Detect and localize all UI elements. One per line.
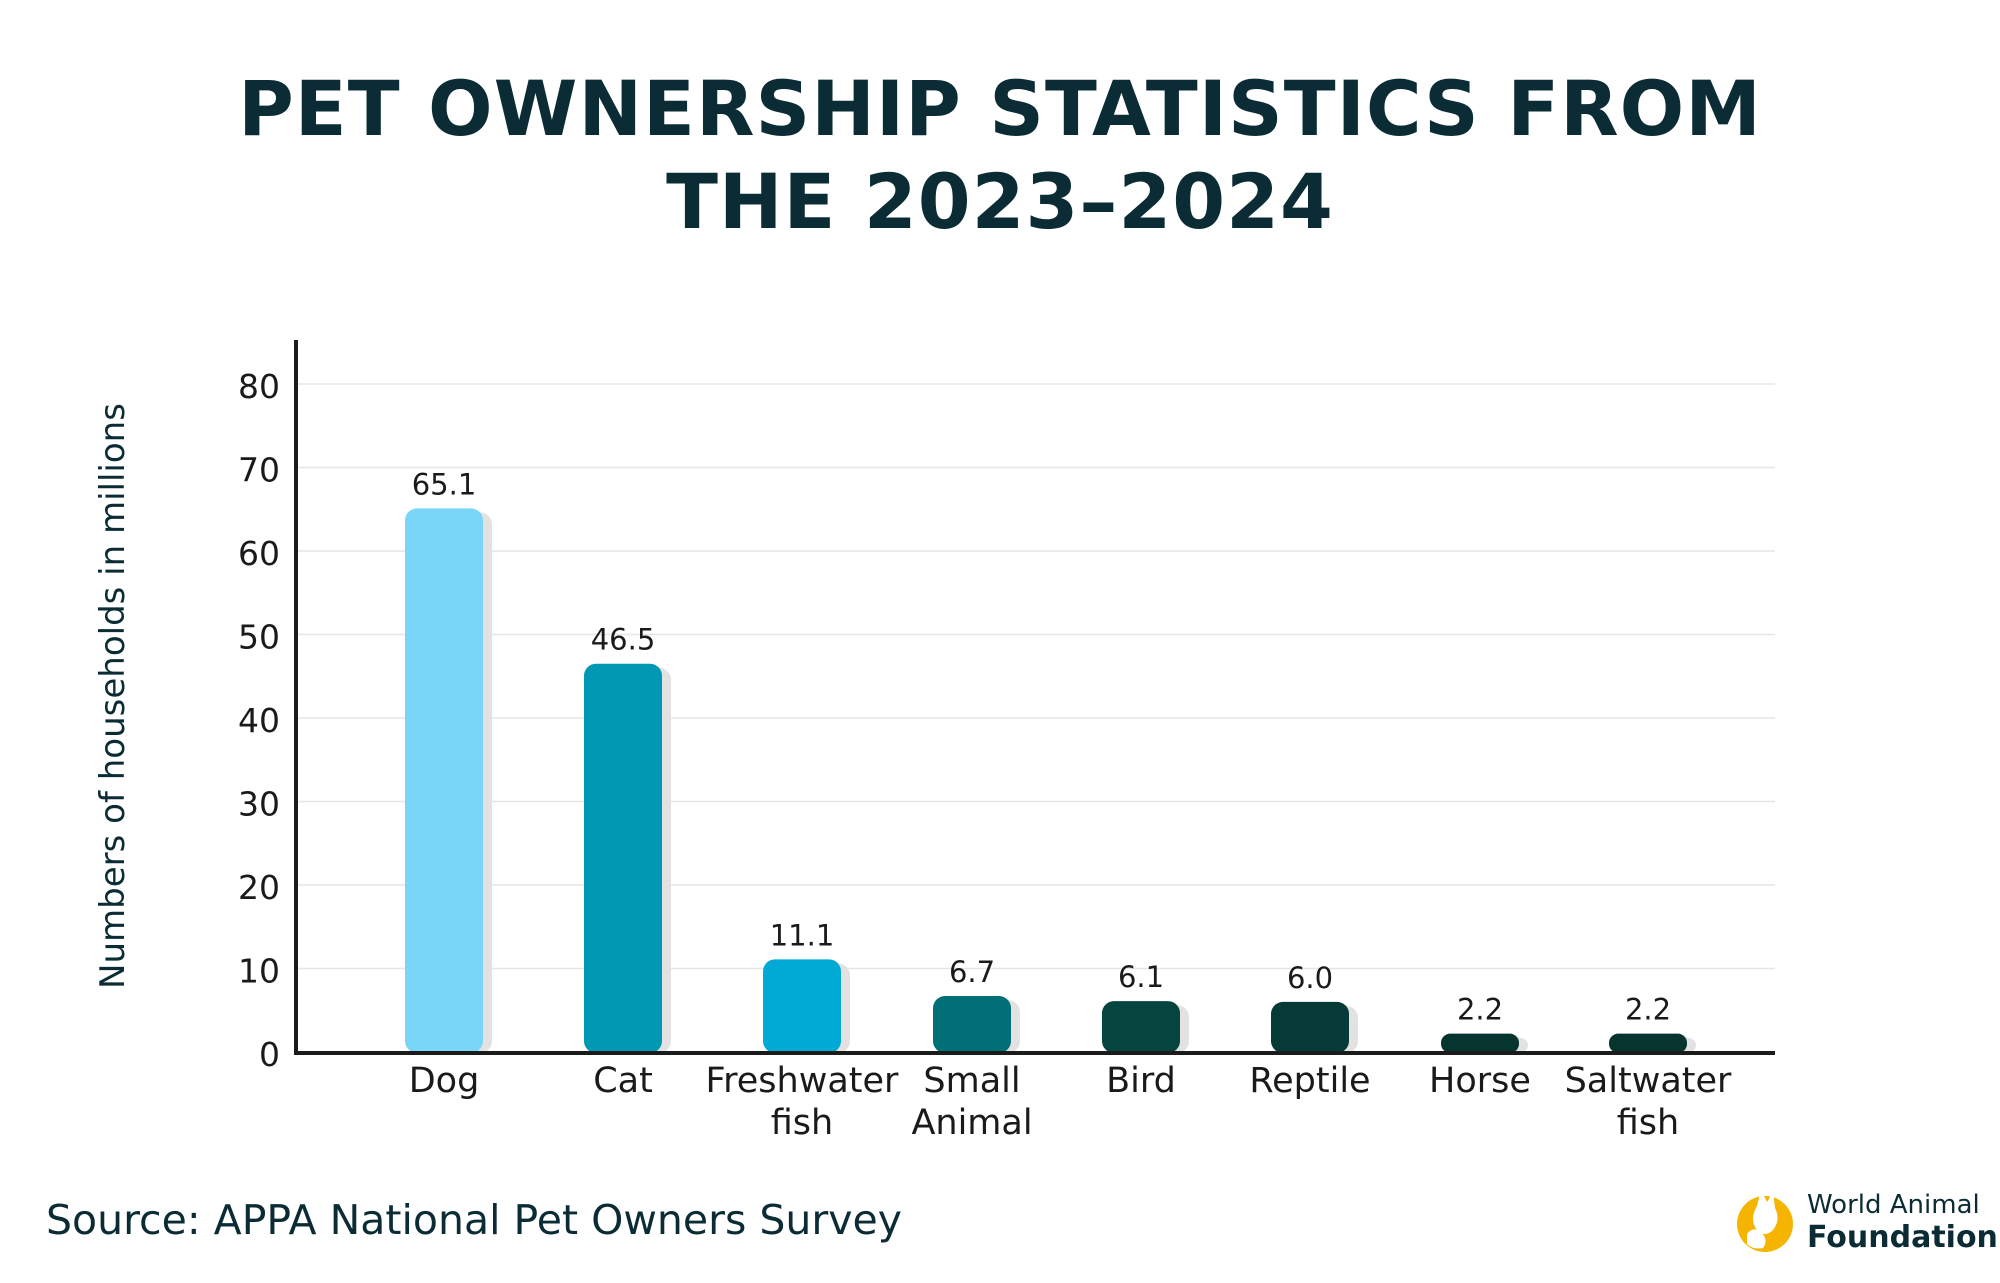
x-tick-label: Small Animal bbox=[911, 1061, 1032, 1143]
bar bbox=[1441, 1033, 1519, 1053]
chart-title: PET OWNERSHIP STATISTICS FROM THE 2023–2… bbox=[0, 62, 2000, 248]
cat-dog-silhouette-icon bbox=[1737, 1190, 1793, 1252]
y-tick-label: 80 bbox=[238, 367, 280, 406]
bar-value-label: 46.5 bbox=[591, 623, 656, 657]
y-tick-label: 70 bbox=[238, 451, 280, 490]
bar bbox=[1102, 1001, 1180, 1053]
bar bbox=[933, 996, 1011, 1053]
x-tick-label: Bird bbox=[1106, 1061, 1176, 1101]
x-tick-label: Reptile bbox=[1249, 1061, 1370, 1101]
y-tick-label: 30 bbox=[238, 785, 280, 824]
logo-line-1: World Animal bbox=[1807, 1190, 1980, 1220]
y-axis-title: Numbers of households in millions bbox=[93, 403, 133, 989]
bar-value-label: 2.2 bbox=[1625, 993, 1671, 1027]
bar-value-label: 6.0 bbox=[1287, 961, 1333, 995]
logo: World Animal Foundation bbox=[1735, 1184, 1998, 1264]
y-tick-label: 60 bbox=[238, 534, 280, 573]
y-tick-label: 50 bbox=[238, 618, 280, 657]
bar-value-label: 65.1 bbox=[412, 467, 477, 501]
chart-title-line-1: PET OWNERSHIP STATISTICS FROM bbox=[238, 64, 1762, 153]
y-tick-label: 0 bbox=[259, 1035, 280, 1074]
bar-value-label: 2.2 bbox=[1457, 993, 1503, 1027]
source-note: Source: APPA National Pet Owners Survey bbox=[46, 1196, 902, 1244]
bar bbox=[763, 959, 841, 1053]
bar bbox=[405, 508, 483, 1053]
x-tick-label: Cat bbox=[593, 1061, 653, 1101]
bar-value-label: 6.1 bbox=[1118, 960, 1164, 994]
bar-value-label: 11.1 bbox=[770, 918, 835, 952]
x-tick-label: Freshwater fish bbox=[706, 1061, 899, 1143]
x-tick-label: Horse bbox=[1429, 1061, 1531, 1101]
x-tick-label: Dog bbox=[409, 1061, 480, 1101]
bar-value-label: 6.7 bbox=[949, 955, 995, 989]
y-tick-label: 20 bbox=[238, 868, 280, 907]
logo-line-2: Foundation bbox=[1807, 1220, 1998, 1255]
x-tick-label: Saltwater fish bbox=[1565, 1061, 1732, 1143]
bar bbox=[584, 663, 662, 1053]
y-tick-label: 10 bbox=[238, 952, 280, 991]
bar bbox=[1271, 1001, 1349, 1053]
bar bbox=[1609, 1033, 1687, 1053]
y-tick-label: 40 bbox=[238, 701, 280, 740]
chart-title-line-2: THE 2023–2024 bbox=[666, 157, 1334, 246]
